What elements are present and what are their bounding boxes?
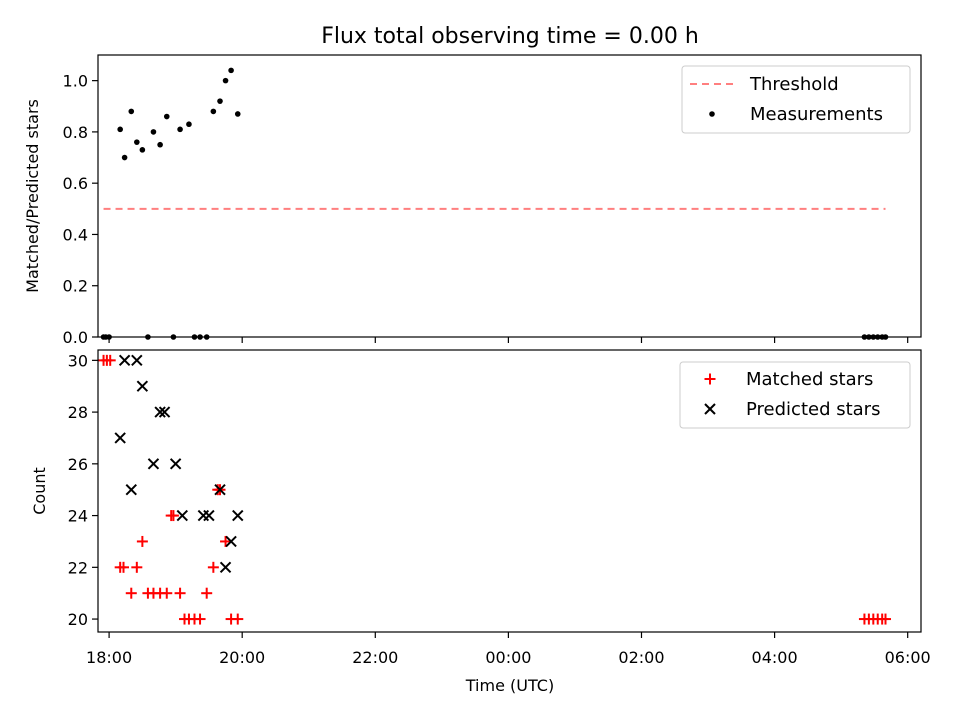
- predicted-star-point: [125, 483, 137, 496]
- matched-stars-points: [98, 354, 892, 625]
- predicted-star-point: [136, 380, 149, 392]
- predicted-star-point: [203, 509, 215, 522]
- bottom-y-tick-label: 24: [68, 507, 88, 526]
- measurement-point: [134, 139, 140, 145]
- top-y-tick-label: 0.6: [63, 174, 88, 193]
- top-legend: Threshold Measurements: [681, 65, 911, 134]
- matched-star-point: [220, 535, 232, 547]
- top-y-tick-label: 0.4: [63, 225, 88, 244]
- x-tick-label: 04:00: [752, 648, 798, 667]
- matched-star-point: [125, 587, 137, 599]
- top-legend-box: [681, 65, 911, 134]
- legend-measurements-swatch: [709, 111, 715, 117]
- legend-matched-label: Matched stars: [746, 369, 873, 390]
- predicted-star-point: [176, 509, 189, 522]
- legend-measurements-label: Measurements: [750, 104, 883, 125]
- legend-predicted-label: Predicted stars: [746, 399, 880, 420]
- legend-threshold-label: Threshold: [749, 74, 839, 95]
- bottom-x-axis: 18:00 20:00 22:00 00:00 02:00 04:00 06:00: [86, 632, 931, 667]
- x-axis-label: Time (UTC): [465, 676, 554, 695]
- top-y-tick-label: 0.0: [63, 328, 88, 347]
- top-y-label: Matched/Predicted stars: [23, 99, 42, 293]
- measurement-point: [186, 121, 192, 128]
- x-tick-label: 00:00: [485, 648, 531, 667]
- top-frame: [97, 54, 922, 338]
- matched-star-point: [201, 587, 213, 599]
- measurement-point: [150, 129, 157, 135]
- predicted-star-point: [147, 458, 160, 470]
- bottom-y-tick-label: 28: [68, 403, 88, 422]
- x-tick-label: 06:00: [885, 648, 931, 667]
- bottom-y-label: Count: [30, 467, 49, 515]
- x-tick-label: 18:00: [86, 648, 132, 667]
- measurement-point: [163, 113, 170, 120]
- matched-star-point: [167, 510, 179, 522]
- legend-x-marker: [704, 403, 716, 415]
- bottom-legend-box: [679, 361, 911, 429]
- bottom-panel: 20 22 24 26 28 30 18:00 20:00 22:00 00:00 02:00 04…: [30, 349, 931, 695]
- predicted-star-point: [118, 354, 131, 367]
- measurement-point: [121, 154, 128, 161]
- top-y-tick-label: 0.2: [63, 277, 88, 296]
- measurement-point: [222, 77, 229, 84]
- predicted-star-point: [214, 483, 226, 496]
- matched-star-point: [232, 613, 244, 625]
- top-x-axis: [108, 337, 909, 343]
- chart-title: Flux total observing time = 0.00 h: [321, 24, 699, 49]
- matched-star-point: [118, 561, 130, 573]
- predicted-star-point: [114, 432, 126, 444]
- matched-star-point: [194, 613, 206, 625]
- measurement-point: [210, 108, 217, 115]
- matched-star-point: [174, 587, 186, 599]
- measurement-point: [139, 147, 146, 153]
- bottom-y-tick-label: 20: [68, 610, 88, 629]
- measurement-point: [117, 126, 123, 133]
- predicted-star-point: [219, 561, 232, 574]
- top-y-tick-label: 1.0: [63, 72, 88, 91]
- matched-star-point: [207, 561, 219, 573]
- x-tick-label: 22:00: [352, 648, 398, 667]
- measurement-point: [234, 111, 241, 117]
- matched-star-point: [136, 535, 148, 547]
- predicted-star-point: [225, 535, 237, 548]
- measurement-point: [157, 141, 163, 148]
- matched-star-point: [131, 561, 143, 573]
- top-panel: 0.0 0.2 0.4 0.6 0.8 1.0 Matched/Predicted sta…: [23, 54, 922, 347]
- bottom-frame: [97, 349, 922, 633]
- bottom-y-tick-label: 26: [68, 455, 88, 474]
- matched-star-point: [161, 587, 173, 599]
- bottom-legend: Matched stars Predicted stars: [679, 361, 911, 429]
- x-tick-label: 20:00: [219, 648, 265, 667]
- predicted-star-point: [158, 406, 171, 418]
- legend-plus-marker: [704, 373, 716, 385]
- predicted-star-point: [232, 509, 244, 522]
- matched-star-point: [880, 613, 892, 625]
- top-y-axis: 0.0 0.2 0.4 0.6 0.8 1.0: [63, 72, 98, 347]
- top-y-tick-label: 0.8: [63, 123, 88, 142]
- measurement-point: [228, 67, 234, 74]
- measurement-point: [128, 108, 135, 115]
- legend-matched-swatch: [704, 373, 716, 385]
- bottom-y-tick-label: 30: [68, 351, 88, 370]
- bottom-y-tick-label: 22: [68, 558, 88, 577]
- bottom-y-axis: 20 22 24 26 28 30: [68, 351, 98, 629]
- legend-predicted-swatch: [704, 403, 716, 415]
- predicted-star-point: [169, 458, 182, 470]
- measurement-point: [177, 126, 183, 133]
- predicted-stars-points: [114, 354, 244, 574]
- predicted-star-point: [154, 406, 166, 418]
- predicted-star-point: [131, 354, 143, 367]
- measurement-point: [217, 98, 223, 104]
- matched-star-point: [104, 354, 116, 366]
- x-tick-label: 02:00: [618, 648, 664, 667]
